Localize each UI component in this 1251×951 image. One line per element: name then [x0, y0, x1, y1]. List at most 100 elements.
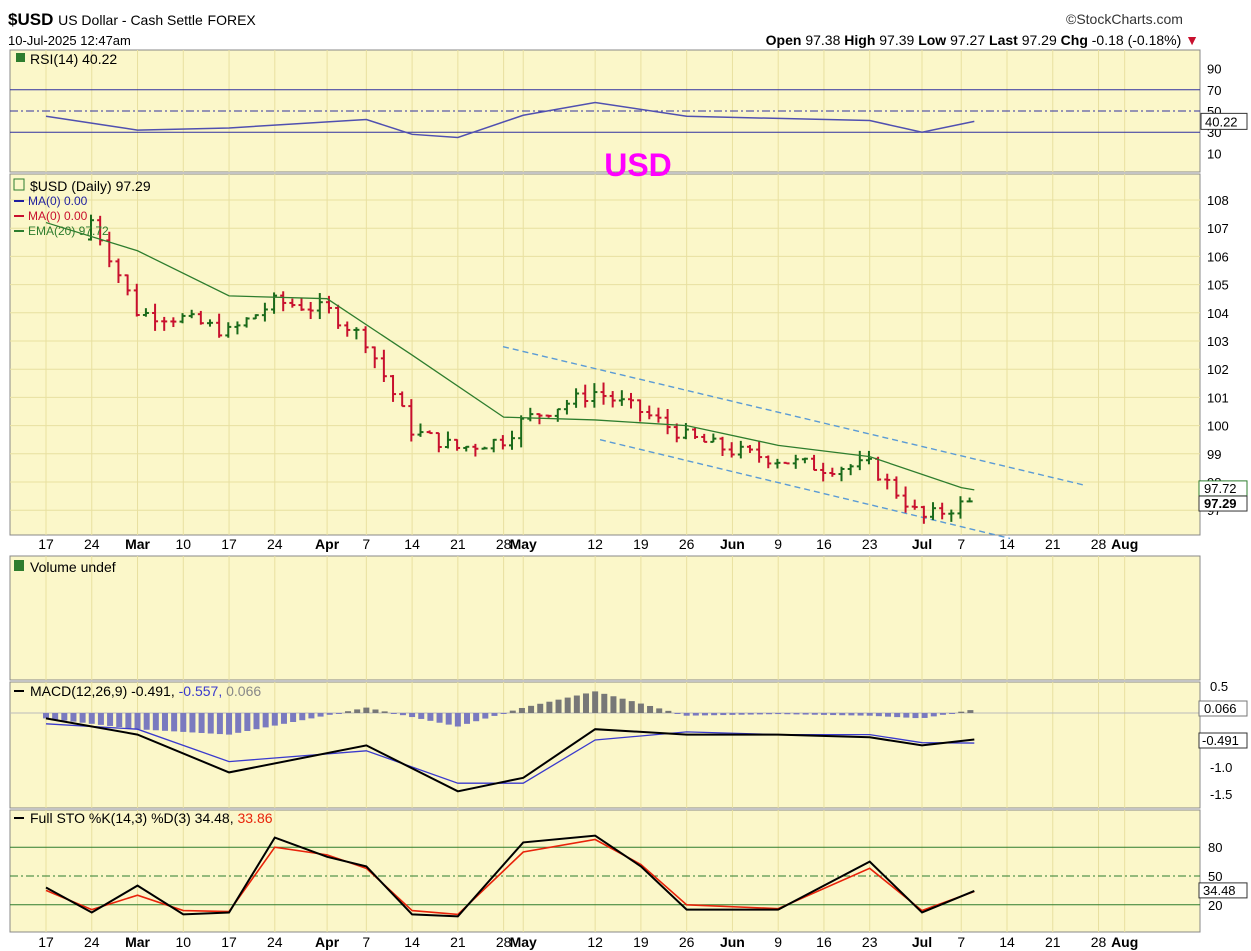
- low-label: Low: [918, 32, 947, 48]
- macd-histogram-bar: [738, 713, 745, 715]
- price-bar: [664, 408, 671, 435]
- macd-histogram-bar: [464, 713, 471, 724]
- x-axis-label: Apr: [315, 536, 340, 552]
- price-bar: [481, 446, 488, 450]
- symbol: $USD: [8, 10, 54, 29]
- macd-histogram-bar: [409, 713, 416, 718]
- price-axis-tick: 103: [1207, 334, 1229, 349]
- price-bar: [618, 390, 625, 406]
- macd-histogram-bar: [784, 713, 791, 715]
- x-axis-label: 21: [1045, 934, 1061, 950]
- x-axis-label: 12: [587, 536, 603, 552]
- price-bar: [829, 467, 836, 477]
- volume-legend: Volume undef: [30, 559, 116, 575]
- price-bar: [957, 496, 964, 519]
- macd-histogram-bar: [326, 713, 333, 715]
- x-axis-label: 23: [862, 536, 878, 552]
- macd-histogram-bar: [107, 713, 114, 726]
- last-label: Last: [989, 32, 1018, 48]
- rsi-axis-tick: 70: [1207, 83, 1221, 98]
- x-axis-label: 7: [362, 934, 370, 950]
- price-bar: [344, 321, 351, 337]
- x-axis-label: 28: [496, 934, 512, 950]
- price-bar: [152, 303, 159, 331]
- macd-histogram-bar: [52, 713, 59, 720]
- price-bar: [298, 297, 305, 311]
- stoch-axis-tick: 50: [1208, 869, 1222, 884]
- x-axis-label: 12: [587, 934, 603, 950]
- rsi-value-tag-box: [1200, 112, 1248, 130]
- chg-label: Chg: [1060, 32, 1088, 48]
- macd-histogram-bar: [729, 713, 736, 715]
- price-bar: [509, 430, 516, 450]
- x-axis-label: 16: [816, 536, 832, 552]
- last-tag: 97.29: [1204, 496, 1237, 511]
- macd-histogram-bar: [354, 709, 361, 713]
- usd-annotation: USD: [604, 147, 672, 183]
- volume-legend-icon: [14, 560, 24, 571]
- x-axis-label: 17: [221, 536, 237, 552]
- price-bar: [225, 322, 232, 338]
- price-bar: [325, 295, 332, 314]
- timestamp: 10-Jul-2025 12:47am: [8, 33, 131, 48]
- price-bar: [399, 391, 406, 408]
- price-bar: [289, 298, 296, 308]
- macd-histogram-bar: [299, 713, 306, 721]
- price-bar: [701, 433, 708, 443]
- price-bar: [380, 349, 387, 383]
- source-logo: ©StockCharts.com: [1066, 11, 1183, 27]
- macd-histogram-bar: [518, 707, 525, 713]
- price-bar: [756, 440, 763, 463]
- x-axis-label: 21: [450, 536, 466, 552]
- x-axis-label: 7: [957, 934, 965, 950]
- macd-histogram-bar: [665, 710, 672, 713]
- stoch-axis-tick: 20: [1208, 898, 1222, 913]
- macd-histogram-bar: [701, 713, 708, 716]
- macd-histogram-bar: [747, 713, 754, 715]
- price-bar: [728, 442, 735, 458]
- price-bar: [124, 274, 131, 296]
- x-axis-label: Jun: [720, 536, 745, 552]
- price-bar: [746, 445, 753, 453]
- price-bar: [472, 443, 479, 457]
- macd-histogram-bar: [601, 693, 608, 713]
- macd-histogram-bar: [171, 713, 178, 732]
- price-bar: [142, 308, 149, 317]
- price-bar: [609, 391, 616, 408]
- price-axis-tick: 105: [1207, 278, 1229, 293]
- open-label: Open: [765, 32, 802, 48]
- price-legend-item: MA(0) 0.00: [28, 194, 88, 208]
- macd-histogram-bar: [656, 708, 663, 713]
- x-axis-label: 24: [267, 934, 283, 950]
- x-axis-label: 14: [404, 934, 420, 950]
- macd-histogram-bar: [436, 713, 443, 723]
- x-axis-label: 28: [1091, 934, 1107, 950]
- price-bar: [655, 407, 662, 423]
- macd-histogram-bar: [692, 713, 699, 716]
- x-axis-label: 24: [267, 536, 283, 552]
- x-axis-label: 19: [633, 934, 649, 950]
- price-bar: [637, 399, 644, 422]
- macd-histogram-bar: [335, 713, 342, 714]
- macd-histogram-bar: [683, 713, 690, 716]
- macd-signal-line: [45, 723, 975, 784]
- price-bar: [627, 392, 634, 409]
- macd-histogram-bar: [756, 713, 763, 715]
- price-bar: [371, 346, 378, 369]
- quote-line: Open 97.38 High 97.39 Low 97.27 Last 97.…: [766, 33, 1199, 48]
- macd-histogram-bar: [235, 713, 242, 733]
- macd-histogram-bar: [564, 697, 571, 713]
- price-bar: [362, 326, 369, 354]
- macd-histogram-bar: [280, 713, 287, 724]
- rsi-legend: RSI(14) 40.22: [30, 51, 117, 67]
- macd-histogram-bar: [308, 713, 315, 719]
- x-axis-label: 17: [38, 536, 54, 552]
- macd-axis-tick: -1.0: [1210, 760, 1232, 775]
- macd-histogram-bar: [711, 713, 718, 716]
- price-bar: [600, 382, 607, 405]
- x-axis-label: 24: [84, 536, 100, 552]
- macd-histogram-bar: [161, 713, 168, 731]
- macd-histogram-bar: [848, 713, 855, 716]
